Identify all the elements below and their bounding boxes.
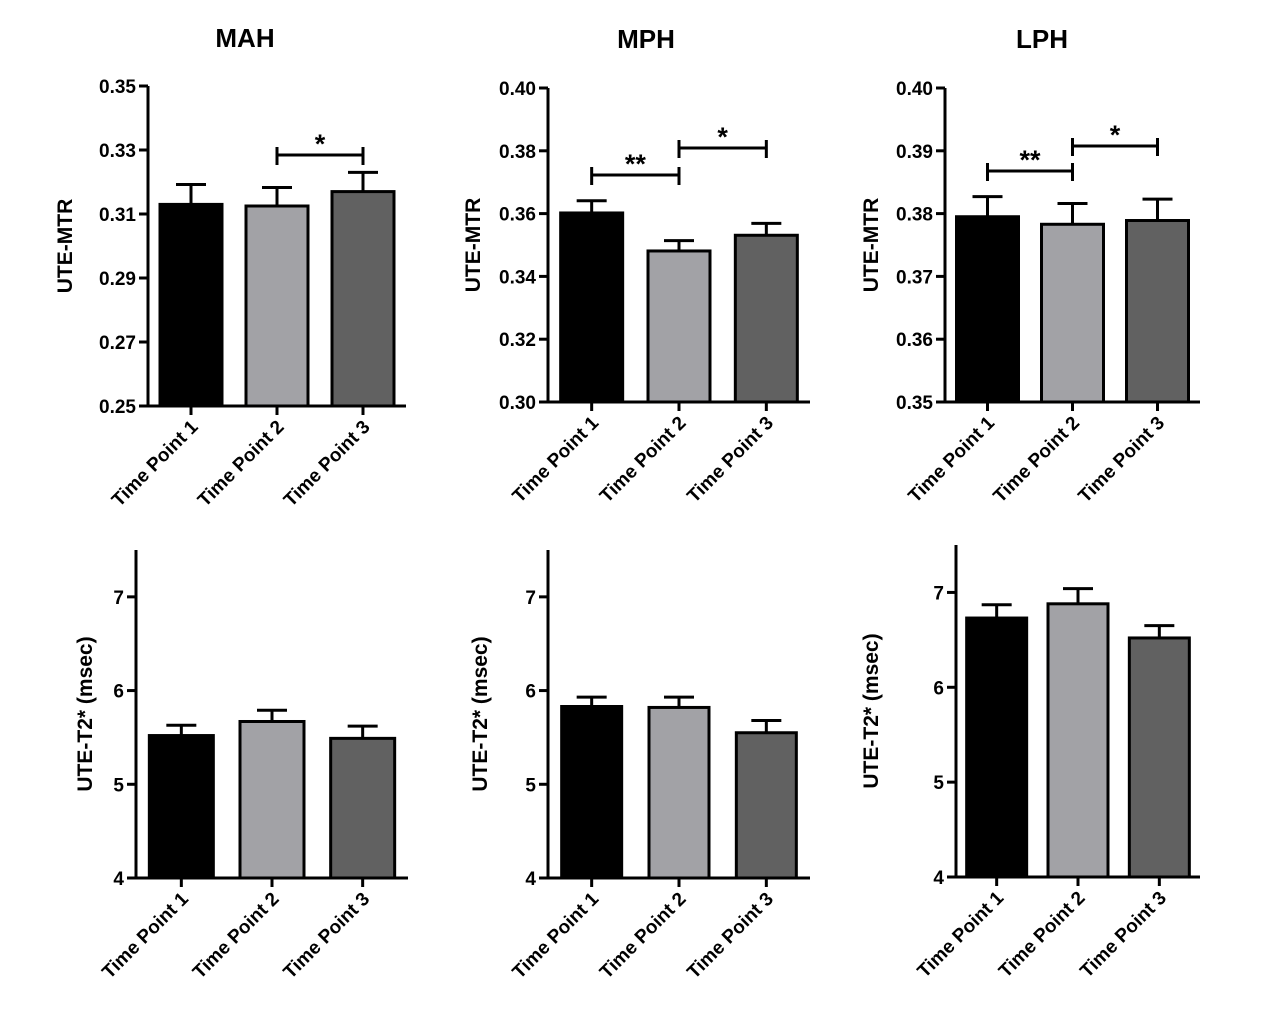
x-tick-label: Time Point 1 — [509, 412, 604, 507]
x-tick-label: Time Point 3 — [280, 417, 374, 511]
y-tick-label: 0.36 — [896, 330, 933, 351]
x-tick-label: Time Point 3 — [280, 889, 374, 983]
y-tick-label: 0.39 — [896, 142, 933, 163]
significance-label: * — [315, 129, 326, 159]
bar — [1127, 636, 1191, 879]
y-tick-label: 0.29 — [99, 269, 136, 290]
x-tick-label: Time Point 3 — [683, 889, 777, 983]
bar — [646, 249, 712, 404]
bar — [955, 215, 1020, 404]
y-tick-label: 0.27 — [99, 333, 136, 354]
bar — [1046, 602, 1110, 879]
bar — [158, 202, 224, 408]
significance-bracket — [1071, 138, 1159, 156]
x-tick-label: Time Point 2 — [194, 417, 288, 511]
y-tick-label: 4 — [113, 869, 124, 890]
bar — [965, 616, 1029, 879]
x-tick-label: Time Point 1 — [905, 412, 1000, 507]
x-tick-label: Time Point 1 — [98, 888, 193, 983]
bar — [238, 719, 306, 880]
y-tick-label: 5 — [933, 773, 944, 794]
panel-title: MPH — [617, 24, 675, 54]
y-tick-label: 4 — [525, 869, 536, 890]
y-tick-label: 0.35 — [896, 393, 933, 414]
significance-label: * — [717, 122, 728, 152]
y-axis-label: UTE-MTR — [860, 198, 883, 292]
x-tick-label: Time Point 1 — [914, 887, 1009, 982]
panel-2: MPH UTE-MTR 0.30 0.32 0.34 0.36 0.38 0.40 Time P… — [462, 24, 810, 507]
x-tick-label: Time Point 3 — [1076, 888, 1170, 982]
x-tick-label: Time Point 2 — [189, 889, 283, 983]
significance-bracket — [275, 147, 365, 165]
y-tick-label: 5 — [113, 775, 124, 796]
significance-label: ** — [625, 149, 647, 179]
x-tick-label: Time Point 3 — [1075, 413, 1169, 507]
bar — [733, 233, 799, 404]
significance-bracket — [677, 140, 768, 158]
panel-3: LPH UTE-MTR 0.35 0.36 0.37 0.38 0.39 0.40 Time P… — [860, 24, 1200, 507]
bar — [560, 705, 624, 880]
bar — [647, 705, 711, 880]
x-tick-label: Time Point 2 — [990, 413, 1084, 507]
significance-label: * — [1110, 120, 1121, 150]
y-tick-label: 0.38 — [499, 142, 536, 163]
y-tick-label: 6 — [525, 682, 536, 703]
y-tick-label: 5 — [525, 775, 536, 796]
x-tick-label: Time Point 3 — [683, 413, 777, 507]
y-tick-label: 7 — [113, 588, 124, 609]
y-tick-label: 0.33 — [99, 141, 136, 162]
y-tick-label: 0.30 — [499, 393, 536, 414]
bar — [330, 190, 396, 408]
x-tick-label: Time Point 2 — [995, 888, 1089, 982]
y-tick-label: 0.31 — [99, 205, 136, 226]
panel-title: LPH — [1016, 24, 1068, 54]
y-tick-label: 0.36 — [499, 205, 536, 226]
bar — [559, 211, 625, 404]
significance-bracket — [590, 167, 681, 185]
y-axis-label: UTE-T2* (msec) — [74, 636, 97, 791]
y-tick-label: 0.40 — [896, 79, 933, 100]
y-axis-label: UTE-T2* (msec) — [860, 633, 883, 788]
y-tick-label: 7 — [525, 588, 536, 609]
y-tick-label: 0.37 — [896, 267, 933, 288]
y-tick-label: 7 — [933, 583, 944, 604]
significance-bracket — [986, 163, 1074, 181]
y-axis-label: UTE-MTR — [462, 198, 485, 292]
x-tick-label: Time Point 1 — [108, 416, 203, 511]
y-tick-label: 6 — [933, 678, 944, 699]
y-tick-label: 0.32 — [499, 330, 536, 351]
y-axis-label: UTE-MTR — [54, 199, 77, 293]
x-tick-label: Time Point 2 — [596, 889, 690, 983]
y-tick-label: 0.35 — [99, 77, 136, 98]
y-axis-label: UTE-T2* (msec) — [469, 636, 492, 791]
y-tick-label: 6 — [113, 682, 124, 703]
panel-title: MAH — [215, 23, 274, 53]
panel-1: MAH UTE-MTR 0.25 0.27 0.29 0.31 0.33 0.35 Time P… — [54, 23, 406, 511]
significance-label: ** — [1019, 145, 1041, 175]
bar — [1040, 222, 1105, 404]
bar — [1125, 219, 1190, 404]
y-tick-label: 4 — [933, 868, 944, 889]
bar — [244, 204, 310, 408]
y-tick-label: 0.40 — [499, 79, 536, 100]
bar — [329, 736, 397, 880]
bar — [147, 734, 215, 880]
x-tick-label: Time Point 2 — [596, 413, 690, 507]
x-tick-label: Time Point 1 — [509, 888, 604, 983]
y-tick-label: 0.34 — [499, 267, 536, 288]
y-tick-label: 0.25 — [99, 397, 136, 418]
bar — [734, 731, 798, 880]
y-tick-label: 0.38 — [896, 205, 933, 226]
